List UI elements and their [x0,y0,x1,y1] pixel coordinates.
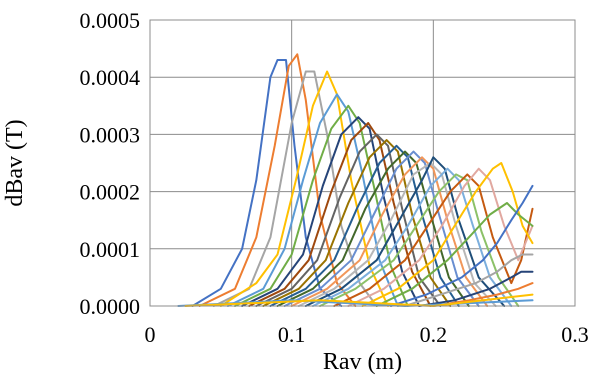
series-line-24 [404,253,534,307]
x-axis-label: Rav (m) [323,349,402,375]
series-line-17 [311,167,513,307]
series-line-7 [241,116,421,307]
series-line-26 [432,282,534,307]
grid [149,19,576,307]
series-line-3 [212,70,378,307]
series-line-10 [262,139,452,307]
y-tick-label: 0.0000 [80,294,141,319]
y-tick-label: 0.0003 [80,122,141,147]
series-line-18 [319,173,520,307]
series-line-23 [389,184,534,307]
series-line-5 [226,93,399,307]
y-axis-label: dBav (T) [2,119,28,206]
y-tick-label: 0.0002 [80,180,141,205]
x-tick-label: 0 [145,322,156,347]
series-line-2 [198,53,357,307]
series-line-9 [255,133,442,307]
series-line-12 [276,150,470,307]
series-line-15 [297,162,497,307]
series-line-4 [219,70,389,307]
y-tick-label: 0.0005 [80,8,141,33]
series-line-8 [248,122,432,307]
x-tick-label: 0.3 [561,322,589,347]
y-tick-label: 0.0001 [80,237,141,262]
series-line-13 [283,150,480,307]
series-line-28 [184,293,534,307]
series-group [177,53,534,307]
series-line-11 [269,144,460,307]
x-tick-label: 0.1 [278,322,306,347]
x-axis-ticks: 0 0.1 0.2 0.3 [145,322,589,347]
series-line-25 [418,270,534,307]
plot-frame [149,19,576,307]
y-axis-ticks: 0.0000 0.0001 0.0002 0.0003 0.0004 0.0005 [80,8,141,319]
series-line-16 [304,156,506,307]
y-tick-label: 0.0004 [80,65,141,90]
series-line-20 [347,167,534,307]
series-line-14 [290,156,489,307]
x-tick-label: 0.2 [420,322,448,347]
series-line-6 [234,104,409,307]
